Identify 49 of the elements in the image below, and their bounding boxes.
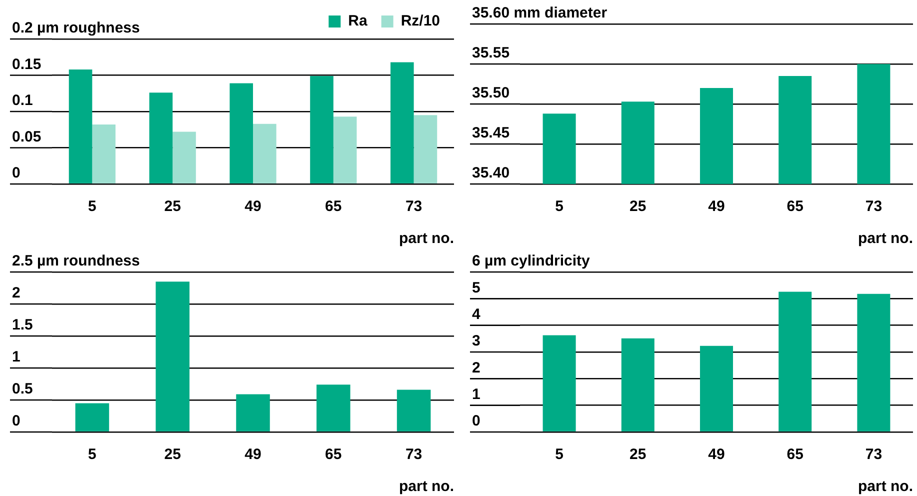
y-tick-label: 35.45 — [472, 124, 510, 142]
x-tick-label: 25 — [164, 198, 181, 216]
x-tick-label: 49 — [244, 446, 262, 464]
x-tick-label: 49 — [244, 198, 262, 216]
y-tick-label: 0 — [12, 412, 20, 430]
y-tick-label: 3 — [472, 332, 480, 350]
x-tick-label: 5 — [88, 446, 96, 464]
x-tick-label: 5 — [555, 198, 564, 216]
y-tick-label: 0 — [472, 412, 480, 430]
x-axis-title: part no. — [399, 230, 454, 248]
x-tick-label: 73 — [405, 198, 422, 216]
y-tick-label: 0 — [12, 164, 20, 182]
legend-label: Rz/10 — [400, 12, 440, 30]
x-tick-label: 25 — [630, 198, 646, 216]
x-tick-label: 73 — [405, 446, 422, 464]
y-tick-label: 6 µm cylindricity — [472, 252, 591, 270]
x-tick-label: 65 — [786, 198, 804, 216]
x-axis-title: part no. — [858, 230, 913, 248]
y-tick-label: 0.05 — [12, 128, 42, 146]
x-tick-label: 65 — [325, 198, 342, 216]
y-tick-label: 35.50 — [472, 84, 510, 102]
x-tick-label: 49 — [708, 446, 725, 464]
y-tick-label: 0.2 µm roughness — [12, 20, 140, 37]
y-tick-label: 0.15 — [12, 56, 42, 73]
y-tick-label: 5 — [472, 279, 480, 296]
y-tick-label: 2.5 µm roundness — [12, 252, 140, 270]
y-tick-label: 35.40 — [472, 164, 510, 182]
x-tick-label: 5 — [555, 446, 564, 464]
y-tick-label: 35.55 — [472, 44, 510, 62]
x-tick-label: 73 — [865, 446, 882, 464]
y-tick-label: 0.1 — [12, 92, 33, 110]
legend-label: Ra — [348, 12, 368, 30]
y-tick-label: 4 — [472, 306, 481, 323]
x-axis-title: part no. — [858, 478, 913, 496]
x-tick-label: 65 — [786, 446, 804, 464]
y-tick-label: 0.5 — [12, 380, 33, 398]
x-tick-label: 65 — [325, 446, 342, 464]
x-axis-title: part no. — [399, 478, 454, 496]
y-tick-label: 1 — [12, 348, 20, 366]
x-tick-label: 73 — [865, 198, 882, 216]
x-tick-label: 5 — [88, 198, 96, 216]
x-tick-label: 49 — [708, 198, 725, 216]
y-tick-label: 2 — [12, 284, 20, 302]
x-tick-label: 25 — [630, 446, 646, 464]
y-tick-label: 35.60 mm diameter — [472, 4, 608, 22]
y-tick-label: 2 — [472, 359, 480, 376]
x-tick-label: 25 — [164, 446, 181, 464]
y-tick-label: 1 — [472, 386, 480, 403]
y-tick-label: 1.5 — [12, 316, 33, 334]
